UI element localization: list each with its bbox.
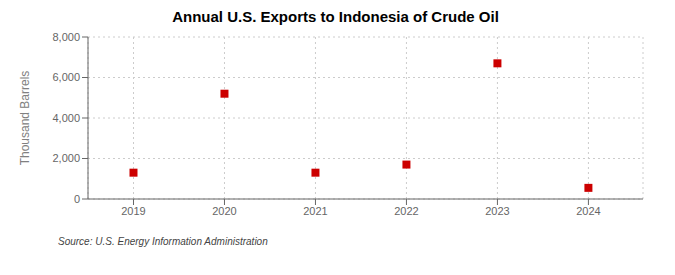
- svg-text:2019: 2019: [121, 205, 145, 217]
- svg-text:6,000: 6,000: [52, 71, 80, 83]
- svg-text:2024: 2024: [576, 205, 600, 217]
- html-text:Source: U.S. Energy Informatio: Source: U.S. Energy Information Administ…: [58, 236, 268, 247]
- svg-text:4,000: 4,000: [52, 112, 80, 124]
- html-text:Annual U.S. Exports to Indones: Annual U.S. Exports to Indonesia of Crud…: [172, 8, 499, 25]
- svg-text:Thousand Barrels: Thousand Barrels: [18, 71, 32, 166]
- svg-text:8,000: 8,000: [52, 31, 80, 43]
- svg-text:2,000: 2,000: [52, 152, 80, 164]
- svg-text:2023: 2023: [485, 205, 509, 217]
- svg-text:0: 0: [74, 193, 80, 205]
- svg-text:2020: 2020: [212, 205, 236, 217]
- svg-text:2022: 2022: [394, 205, 418, 217]
- svg-text:2021: 2021: [303, 205, 327, 217]
